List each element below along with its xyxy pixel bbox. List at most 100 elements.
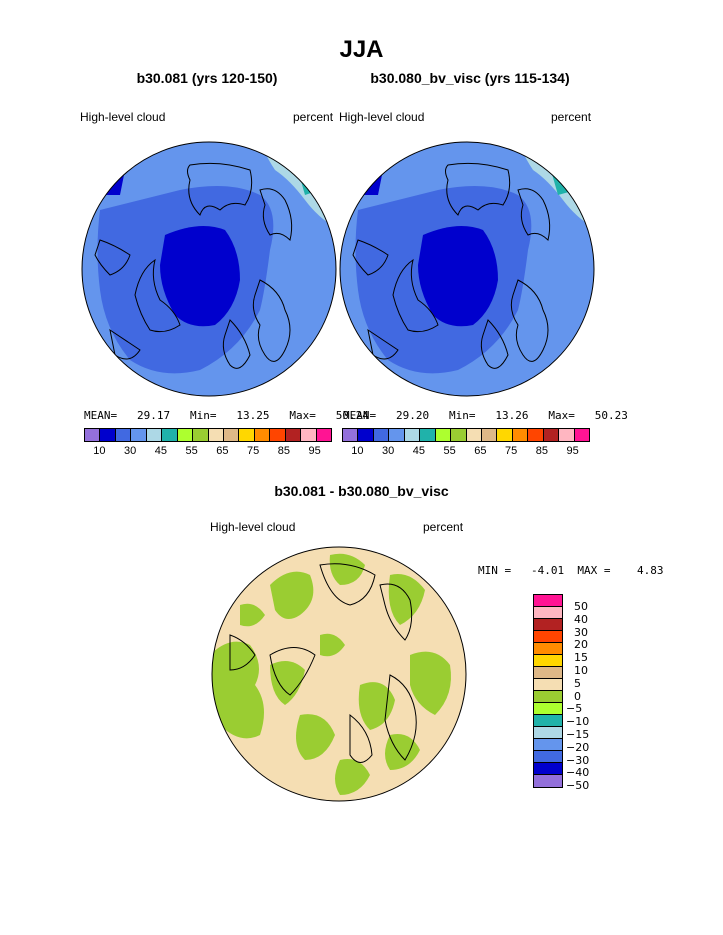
- colorbar-tick-label: 75: [247, 445, 260, 457]
- colorbar-swatch: [534, 679, 562, 691]
- colorbar-swatch: [435, 429, 452, 441]
- colorbar-swatch: [162, 429, 178, 441]
- colorbar-swatch: [534, 595, 562, 607]
- colorbar-swatch: [534, 775, 562, 787]
- colorbar-swatch: [534, 655, 562, 667]
- colorbar-tick-label: −10: [566, 715, 590, 729]
- colorbar-tick-label: 95: [308, 445, 321, 457]
- colorbar-swatch: [420, 429, 436, 441]
- panel2-map: [339, 141, 595, 397]
- colorbar-swatch: [534, 691, 562, 703]
- diff-max-value: 4.83: [637, 564, 664, 577]
- colorbar-swatch: [115, 429, 132, 441]
- colorbar-tick-label: 65: [474, 445, 487, 457]
- colorbar-tick-label: −15: [566, 728, 590, 741]
- colorbar-tick-label: 0: [574, 689, 581, 703]
- colorbar-swatch: [451, 429, 467, 441]
- colorbar-tick-label: 45: [412, 445, 425, 457]
- colorbar-swatch: [389, 429, 405, 441]
- colorbar-swatch: [534, 739, 562, 751]
- colorbar-swatch: [534, 763, 562, 775]
- colorbar-swatch: [528, 429, 544, 441]
- colorbar-swatch: [534, 667, 562, 679]
- panel2-stats: MEAN= 29.20 Min= 13.26 Max= 50.23: [343, 409, 628, 422]
- colorbar-swatch: [534, 715, 562, 727]
- page-title: JJA: [339, 36, 384, 63]
- panel2-colorbar: [342, 428, 590, 442]
- panel2-max-label: Max=: [548, 409, 575, 422]
- colorbar-swatch: [534, 643, 562, 655]
- diff-max-label: MAX =: [577, 564, 611, 577]
- colorbar-swatch: [534, 631, 562, 643]
- colorbar-swatch: [343, 429, 359, 441]
- diff-units-label: percent: [423, 520, 464, 534]
- panel2-mean-label: MEAN=: [343, 409, 377, 422]
- colorbar-swatch: [131, 429, 147, 441]
- colorbar-tick-label: 10: [93, 445, 106, 457]
- colorbar-swatch: [100, 429, 116, 441]
- panel2-min-label: Min=: [449, 409, 476, 422]
- panel1-max-value: 50.24: [335, 409, 369, 422]
- colorbar-tick-label: −30: [566, 753, 590, 767]
- panel1-mean-label: MEAN=: [84, 409, 118, 422]
- colorbar-tick-label: 40: [574, 612, 588, 626]
- colorbar-swatch: [223, 429, 240, 441]
- colorbar-tick-label: 10: [574, 664, 588, 677]
- panel1-colorbar-ticks: 10 30 45 55 65 75 85 95: [84, 445, 330, 459]
- diff-stats: MIN = -4.01 MAX = 4.83: [478, 564, 664, 577]
- colorbar-swatch: [270, 429, 286, 441]
- colorbar-tick-label: 50: [574, 600, 588, 613]
- panel1-subtitle: b30.081 (yrs 120-150): [136, 70, 278, 86]
- colorbar-tick-label: 15: [574, 651, 588, 665]
- diff-title: b30.081 - b30.080_bv_visc: [274, 483, 449, 499]
- colorbar-swatch: [254, 429, 271, 441]
- colorbar-tick-label: 20: [574, 638, 588, 652]
- colorbar-tick-label: 65: [216, 445, 229, 457]
- colorbar-swatch: [301, 429, 317, 441]
- colorbar-tick-label: 45: [154, 445, 167, 457]
- colorbar-swatch: [85, 429, 101, 441]
- diff-min-value: -4.01: [531, 564, 565, 577]
- diff-variable-label: High-level cloud: [210, 520, 296, 534]
- colorbar-tick-label: 30: [124, 445, 137, 457]
- colorbar-swatch: [534, 751, 562, 763]
- panel1-units-label: percent: [293, 110, 334, 124]
- diff-colorbar-ticks: 50 40 30 20 15 10 5 0 −5 −10 −15 −20 −30 −40 −50: [566, 594, 626, 804]
- panel2-subtitle: b30.080_bv_visc (yrs 115-134): [370, 70, 570, 86]
- colorbar-swatch: [193, 429, 209, 441]
- panel1-mean-value: 29.17: [137, 409, 171, 422]
- colorbar-swatch: [534, 619, 562, 631]
- colorbar-swatch: [534, 727, 562, 739]
- colorbar-swatch: [534, 703, 562, 715]
- colorbar-tick-label: −20: [566, 740, 590, 754]
- colorbar-tick-label: 55: [185, 445, 198, 457]
- colorbar-tick-label: 55: [443, 445, 456, 457]
- colorbar-swatch: [285, 429, 302, 441]
- colorbar-tick-label: 5: [574, 676, 581, 690]
- colorbar-swatch: [146, 429, 163, 441]
- panel2-colorbar-ticks: 10 30 45 55 65 75 85 95: [342, 445, 588, 459]
- panel1-max-label: Max=: [289, 409, 316, 422]
- diff-map: [211, 546, 467, 802]
- colorbar-tick-label: 95: [566, 445, 579, 457]
- colorbar-swatch: [497, 429, 513, 441]
- colorbar-swatch: [373, 429, 390, 441]
- colorbar-swatch: [404, 429, 421, 441]
- panel2-max-value: 50.23: [594, 409, 628, 422]
- colorbar-tick-label: −40: [566, 766, 590, 780]
- panel2-mean-value: 29.20: [396, 409, 430, 422]
- panel2-units-label: percent: [551, 110, 592, 124]
- panel1-min-value: 13.25: [236, 409, 270, 422]
- colorbar-swatch: [358, 429, 374, 441]
- panel1-map: [81, 141, 337, 397]
- colorbar-swatch: [512, 429, 529, 441]
- colorbar-tick-label: 75: [505, 445, 518, 457]
- colorbar-tick-label: 30: [382, 445, 395, 457]
- panel2-min-value: 13.26: [495, 409, 529, 422]
- panel1-min-label: Min=: [190, 409, 217, 422]
- colorbar-tick-label: 85: [535, 445, 548, 457]
- colorbar-swatch: [177, 429, 194, 441]
- colorbar-swatch: [208, 429, 224, 441]
- colorbar-swatch: [316, 429, 331, 441]
- colorbar-swatch: [574, 429, 589, 441]
